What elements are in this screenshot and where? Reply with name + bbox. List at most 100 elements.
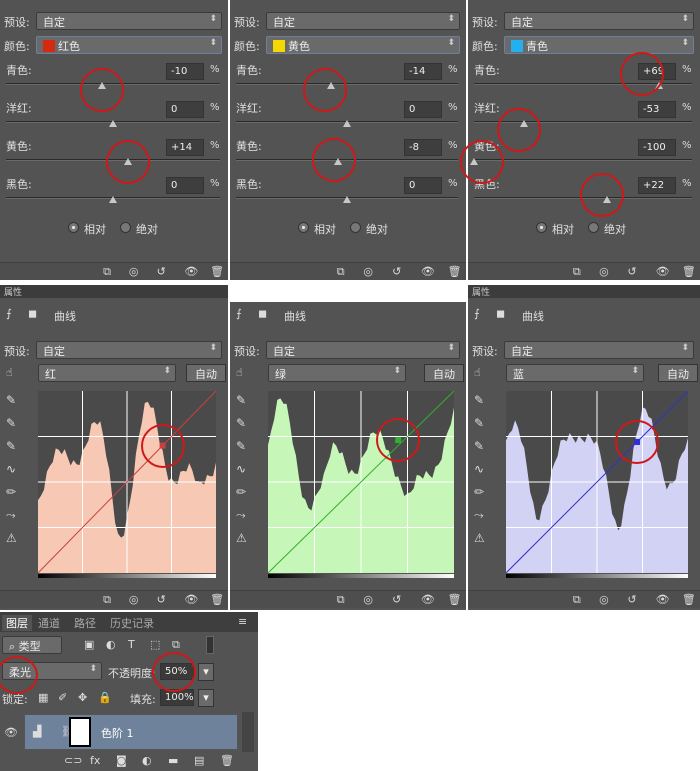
link-layers-icon[interactable]: ⊂⊃ [64, 754, 83, 767]
view-previous-icon[interactable]: ◎ [363, 593, 373, 606]
tab-0[interactable]: 图层 [2, 615, 32, 631]
channel-select[interactable]: 蓝 ⬍ [506, 364, 644, 382]
image-filter-icon[interactable]: ▣ [84, 638, 95, 651]
auto-button[interactable]: 自动 [658, 364, 698, 382]
reset-icon[interactable]: ↺ [392, 265, 402, 278]
preset-select[interactable]: 自定 ⬍ [266, 12, 460, 30]
clip-to-layer-icon[interactable]: ⧉ [336, 593, 345, 606]
color-select[interactable]: 红色 ⬍ [36, 36, 222, 54]
pencil-icon[interactable]: ✏ [474, 485, 485, 499]
preset-select[interactable]: 自定 ⬍ [36, 341, 222, 359]
fill-input[interactable]: 100% [160, 689, 194, 706]
slider-value-input[interactable]: 0 [166, 177, 204, 194]
visibility-icon[interactable]: 👁 [4, 726, 18, 739]
view-previous-icon[interactable]: ◎ [599, 593, 609, 606]
slider-value-input[interactable]: -10 [166, 63, 204, 80]
delete-icon[interactable]: 🗑 [210, 265, 225, 278]
eyedropper-gray-icon[interactable]: ✎ [474, 416, 485, 430]
slider-track[interactable] [236, 83, 458, 85]
shape-filter-icon[interactable]: ⬚ [150, 638, 161, 651]
smooth-icon[interactable]: ⤳ [474, 508, 484, 522]
eyedropper-white-icon[interactable]: ✎ [474, 439, 485, 453]
eyedropper-gray-icon[interactable]: ✎ [6, 416, 17, 430]
smooth-icon[interactable]: ⤳ [236, 508, 246, 522]
eyedropper-white-icon[interactable]: ✎ [6, 439, 17, 453]
slider-value-input[interactable]: -53 [638, 101, 676, 118]
preset-select[interactable]: 自定 ⬍ [266, 341, 460, 359]
clipping-warning-icon[interactable]: ⚠ [236, 531, 247, 545]
slider-value-input[interactable]: -14 [404, 63, 442, 80]
target-adjust-icon[interactable]: ☝ [474, 366, 481, 379]
absolute-radio[interactable] [350, 222, 361, 233]
tab-2[interactable]: 路径 [74, 617, 96, 630]
visibility-icon[interactable]: 👁 [655, 593, 670, 606]
eyedropper-black-icon[interactable]: ✎ [236, 393, 247, 407]
slider-thumb[interactable] [343, 120, 351, 127]
delete-icon[interactable]: 🗑 [681, 593, 696, 606]
delete-icon[interactable]: 🗑 [447, 265, 462, 278]
reset-icon[interactable]: ↺ [627, 265, 637, 278]
curve-tool-icon[interactable]: ∿ [474, 462, 485, 476]
adjustment-filter-icon[interactable]: ◐ [106, 638, 116, 651]
slider-value-input[interactable]: +14 [166, 139, 204, 156]
lock-position-icon[interactable]: ✥ [78, 691, 88, 704]
eyedropper-black-icon[interactable]: ✎ [474, 393, 485, 407]
relative-radio[interactable] [298, 222, 309, 233]
clip-to-layer-icon[interactable]: ⧉ [103, 593, 111, 606]
new-layer-icon[interactable]: ▤ [194, 754, 205, 767]
visibility-icon[interactable]: 👁 [655, 265, 670, 278]
auto-button[interactable]: 自动 [424, 364, 464, 382]
clip-to-layer-icon[interactable]: ⧉ [336, 265, 345, 278]
slider-track[interactable] [474, 83, 692, 85]
eyedropper-white-icon[interactable]: ✎ [236, 439, 247, 453]
eyedropper-black-icon[interactable]: ✎ [6, 393, 17, 407]
new-group-icon[interactable]: ▬ [168, 754, 179, 767]
visibility-icon[interactable]: 👁 [184, 593, 199, 606]
visibility-icon[interactable]: 👁 [184, 265, 199, 278]
layer-row[interactable]: ▟ ⛓ 色阶 1 [24, 714, 238, 750]
color-select[interactable]: 青色 ⬍ [504, 36, 694, 54]
clip-to-layer-icon[interactable]: ⧉ [572, 265, 581, 278]
curve-tool-icon[interactable]: ∿ [6, 462, 17, 476]
target-adjust-icon[interactable]: ☝ [236, 366, 243, 379]
curve-tool-icon[interactable]: ∿ [236, 462, 247, 476]
slider-thumb[interactable] [109, 120, 117, 127]
preset-select[interactable]: 自定 ⬍ [36, 12, 222, 30]
slider-value-input[interactable]: 0 [404, 177, 442, 194]
auto-button[interactable]: 自动 [186, 364, 226, 382]
curve-line[interactable] [268, 391, 454, 573]
relative-radio[interactable] [536, 222, 547, 233]
smooth-icon[interactable]: ⤳ [6, 508, 16, 522]
absolute-radio[interactable] [120, 222, 131, 233]
slider-value-input[interactable]: -8 [404, 139, 442, 156]
clipping-warning-icon[interactable]: ⚠ [474, 531, 485, 545]
reset-icon[interactable]: ↺ [627, 593, 637, 606]
lock-transparent-icon[interactable]: ▦ [38, 691, 49, 704]
preset-select[interactable]: 自定 ⬍ [504, 12, 694, 30]
fx-icon[interactable]: fx [90, 754, 101, 767]
slider-value-input[interactable]: +22 [638, 177, 676, 194]
slider-thumb[interactable] [343, 196, 351, 203]
tab-1[interactable]: 通道 [38, 617, 60, 630]
visibility-icon[interactable]: 👁 [420, 265, 435, 278]
panel-menu-icon[interactable]: ≡ [238, 615, 248, 628]
smart-object-filter-icon[interactable]: ⧉ [172, 638, 180, 651]
view-previous-icon[interactable]: ◎ [599, 265, 609, 278]
new-adjustment-icon[interactable]: ◐ [142, 754, 152, 767]
delete-icon[interactable]: 🗑 [681, 265, 696, 278]
visibility-icon[interactable]: 👁 [420, 593, 435, 606]
filter-toggle[interactable] [206, 636, 214, 654]
curve-line[interactable] [506, 391, 688, 573]
eyedropper-gray-icon[interactable]: ✎ [236, 416, 247, 430]
layers-scrollbar[interactable] [242, 712, 254, 752]
channel-select[interactable]: 红 ⬍ [38, 364, 176, 382]
curve-line[interactable] [38, 391, 216, 573]
channel-select[interactable]: 绿 ⬍ [268, 364, 406, 382]
reset-icon[interactable]: ↺ [156, 265, 166, 278]
delete-icon[interactable]: 🗑 [210, 593, 225, 606]
lock-all-icon[interactable]: 🔒 [98, 691, 112, 704]
clip-to-layer-icon[interactable]: ⧉ [103, 265, 111, 278]
color-select[interactable]: 黄色 ⬍ [266, 36, 460, 54]
pencil-icon[interactable]: ✏ [6, 485, 17, 499]
fill-dropdown[interactable]: ▾ [198, 689, 214, 707]
